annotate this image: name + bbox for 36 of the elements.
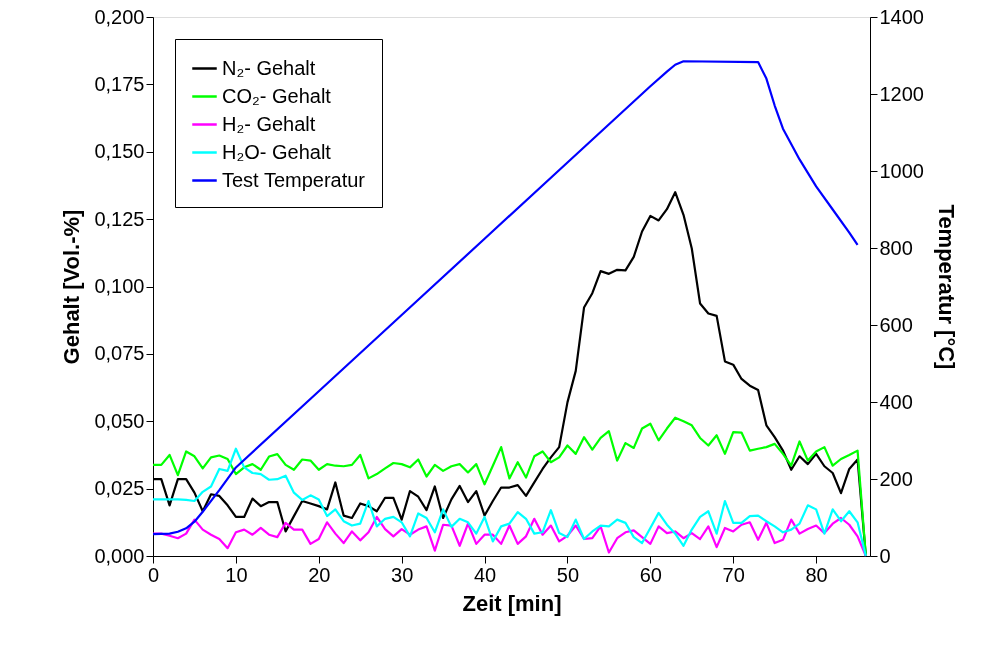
y2-tick-label: 200 bbox=[879, 467, 913, 490]
y-tick-label: 0,000 bbox=[94, 544, 145, 567]
x-tick-label: 50 bbox=[556, 563, 580, 586]
legend-label: Test Temperatur bbox=[222, 168, 366, 191]
y-tick-label: 0,175 bbox=[94, 72, 145, 95]
y-tick-label: 0,200 bbox=[94, 5, 145, 28]
y-tick-label: 0,025 bbox=[94, 477, 145, 500]
x-tick-label: 70 bbox=[722, 563, 745, 586]
x-tick-label: 30 bbox=[391, 563, 414, 586]
y-tick-label: 0,125 bbox=[94, 207, 145, 230]
y2-tick-label: 1400 bbox=[879, 5, 924, 28]
x-tick-label: 40 bbox=[473, 563, 497, 586]
line-series bbox=[151, 447, 867, 558]
y-tick-label: 0,050 bbox=[94, 409, 145, 432]
y2-tick-label: 800 bbox=[879, 236, 913, 259]
y2-tick-label: 0 bbox=[879, 544, 891, 567]
x-tick-label: 60 bbox=[639, 563, 662, 586]
x-tick-label: 0 bbox=[147, 563, 160, 586]
line-series bbox=[151, 60, 859, 536]
y-axis-title: Gehalt [Vol.-%] bbox=[59, 209, 85, 365]
legend-label: H₂- Gehalt bbox=[222, 112, 316, 135]
y2-tick-label: 600 bbox=[879, 313, 913, 336]
y-tick-label: 0,075 bbox=[94, 342, 145, 365]
y-tick-label: 0,150 bbox=[94, 140, 145, 163]
y2-tick-label: 1000 bbox=[879, 159, 924, 182]
y2-tick-label: 1200 bbox=[879, 82, 924, 105]
y2-tick-label: 400 bbox=[879, 390, 913, 413]
y-tick-label: 0,100 bbox=[94, 275, 145, 297]
legend-label: H₂O- Gehalt bbox=[222, 140, 332, 163]
legend-label: N₂- Gehalt bbox=[222, 56, 316, 79]
legend-label: CO₂- Gehalt bbox=[222, 84, 332, 107]
x-tick-label: 10 bbox=[225, 563, 248, 586]
y2-axis-title: Temperatur [°C] bbox=[933, 204, 959, 370]
x-axis-title: Zeit [min] bbox=[462, 590, 562, 616]
x-tick-label: 20 bbox=[308, 563, 331, 586]
x-tick-label: 80 bbox=[805, 563, 828, 586]
